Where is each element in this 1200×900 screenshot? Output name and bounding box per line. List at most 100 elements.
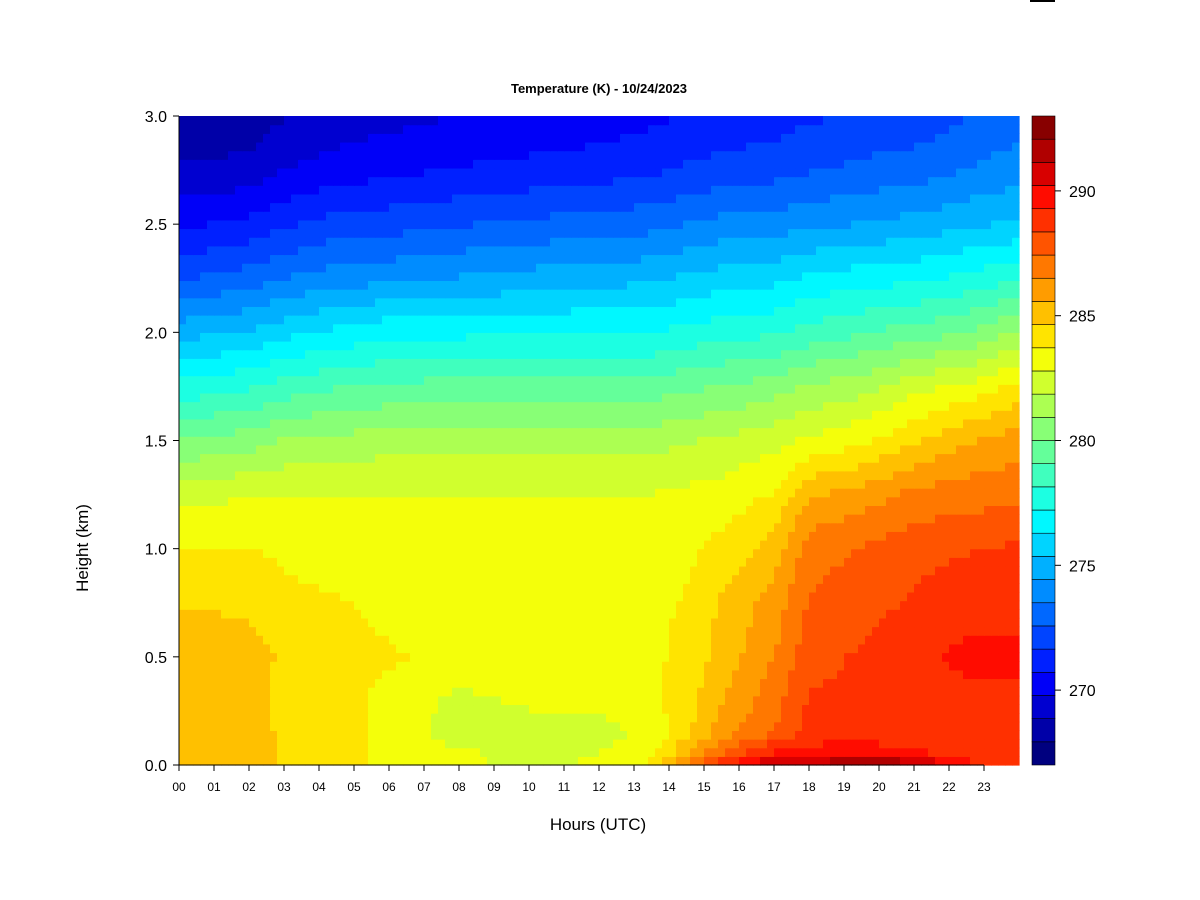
heatmap-cell <box>844 756 852 766</box>
heatmap-cell <box>676 557 684 567</box>
heatmap-cell <box>858 444 866 455</box>
heatmap-cell <box>592 470 600 481</box>
heatmap-cell <box>886 704 894 714</box>
heatmap-cell <box>634 444 642 455</box>
heatmap-cell <box>256 747 264 757</box>
heatmap-cell <box>298 635 306 645</box>
heatmap-cell <box>760 436 768 446</box>
heatmap-cell <box>984 669 992 680</box>
heatmap-cell <box>774 427 782 437</box>
heatmap-cell <box>494 436 502 446</box>
heatmap-cell <box>382 626 390 636</box>
heatmap-cell <box>767 522 775 532</box>
heatmap-cell <box>655 453 663 463</box>
heatmap-cell <box>599 505 607 515</box>
heatmap-cell <box>970 531 978 541</box>
heatmap-cell <box>739 444 747 455</box>
heatmap-cell <box>697 462 705 472</box>
heatmap-cell <box>704 574 712 584</box>
heatmap-cell <box>704 436 712 446</box>
heatmap-cell <box>998 565 1006 576</box>
heatmap-cell <box>816 462 824 472</box>
heatmap-cell <box>634 669 642 680</box>
heatmap-cell <box>676 453 684 463</box>
heatmap-cell <box>438 436 446 446</box>
heatmap-cell <box>683 418 691 429</box>
heatmap-cell <box>508 756 516 766</box>
heatmap-cell <box>977 514 985 524</box>
heatmap-cell <box>634 410 642 420</box>
heatmap-cell <box>760 540 768 550</box>
heatmap-cell <box>333 514 341 524</box>
heatmap-cell <box>732 626 740 636</box>
heatmap-cell <box>641 401 649 411</box>
heatmap-cell <box>445 730 453 740</box>
heatmap-cell <box>655 635 663 645</box>
heatmap-cell <box>207 730 215 740</box>
heatmap-cell <box>522 669 530 680</box>
heatmap-cell <box>795 661 803 671</box>
heatmap-cell <box>921 574 929 584</box>
heatmap-cell <box>823 600 831 610</box>
heatmap-cell <box>473 652 481 662</box>
heatmap-cell <box>767 695 775 706</box>
heatmap-cell <box>466 557 474 567</box>
heatmap-cell <box>242 436 250 446</box>
heatmap-cell <box>718 669 726 680</box>
heatmap-cell <box>501 453 509 463</box>
heatmap-cell <box>669 730 677 740</box>
heatmap-cell <box>564 652 572 662</box>
heatmap-cell <box>830 427 838 437</box>
heatmap-cell <box>501 427 509 437</box>
heatmap-cell <box>655 505 663 515</box>
heatmap-cell <box>557 739 565 749</box>
heatmap-cell <box>844 678 852 688</box>
heatmap-cell <box>655 730 663 740</box>
heatmap-cell <box>781 600 789 610</box>
heatmap-cell <box>914 643 922 654</box>
heatmap-cell <box>417 470 425 481</box>
heatmap-cell <box>963 531 971 541</box>
heatmap-cell <box>977 600 985 610</box>
heatmap-cell <box>480 548 488 558</box>
heatmap-cell <box>893 626 901 636</box>
heatmap-cell <box>242 704 250 714</box>
heatmap-cell <box>655 669 663 680</box>
heatmap-cell <box>487 730 495 740</box>
heatmap-cell <box>319 470 327 481</box>
heatmap-cell <box>956 704 964 714</box>
heatmap-cell <box>704 687 712 697</box>
heatmap-cell <box>396 583 404 593</box>
heatmap-cell <box>298 739 306 749</box>
heatmap-cell <box>487 548 495 558</box>
heatmap-cell <box>655 418 663 429</box>
heatmap-cell <box>494 652 502 662</box>
heatmap-cell <box>417 462 425 472</box>
heatmap-cell <box>809 418 817 429</box>
heatmap-cell <box>375 730 383 740</box>
heatmap-cell <box>417 704 425 714</box>
heatmap-cell <box>242 505 250 515</box>
heatmap-cell <box>571 687 579 697</box>
heatmap-cell <box>879 626 887 636</box>
heatmap-cell <box>942 739 950 749</box>
heatmap-cell <box>949 600 957 610</box>
heatmap-cell <box>816 609 824 619</box>
heatmap-cell <box>186 574 194 584</box>
heatmap-cell <box>564 626 572 636</box>
heatmap-cell <box>487 488 495 498</box>
heatmap-cell <box>739 617 747 628</box>
heatmap-cell <box>410 479 418 489</box>
heatmap-cell <box>571 643 579 654</box>
heatmap-cell <box>263 488 271 498</box>
heatmap-cell <box>438 427 446 437</box>
heatmap-cell <box>641 479 649 489</box>
heatmap-cell <box>228 410 236 420</box>
heatmap-cell <box>571 704 579 714</box>
heatmap-cell <box>620 505 628 515</box>
heatmap-cell <box>781 591 789 602</box>
heatmap-cell <box>410 678 418 688</box>
heatmap-cell <box>571 713 579 723</box>
heatmap-cell <box>333 721 341 731</box>
heatmap-cell <box>557 444 565 455</box>
